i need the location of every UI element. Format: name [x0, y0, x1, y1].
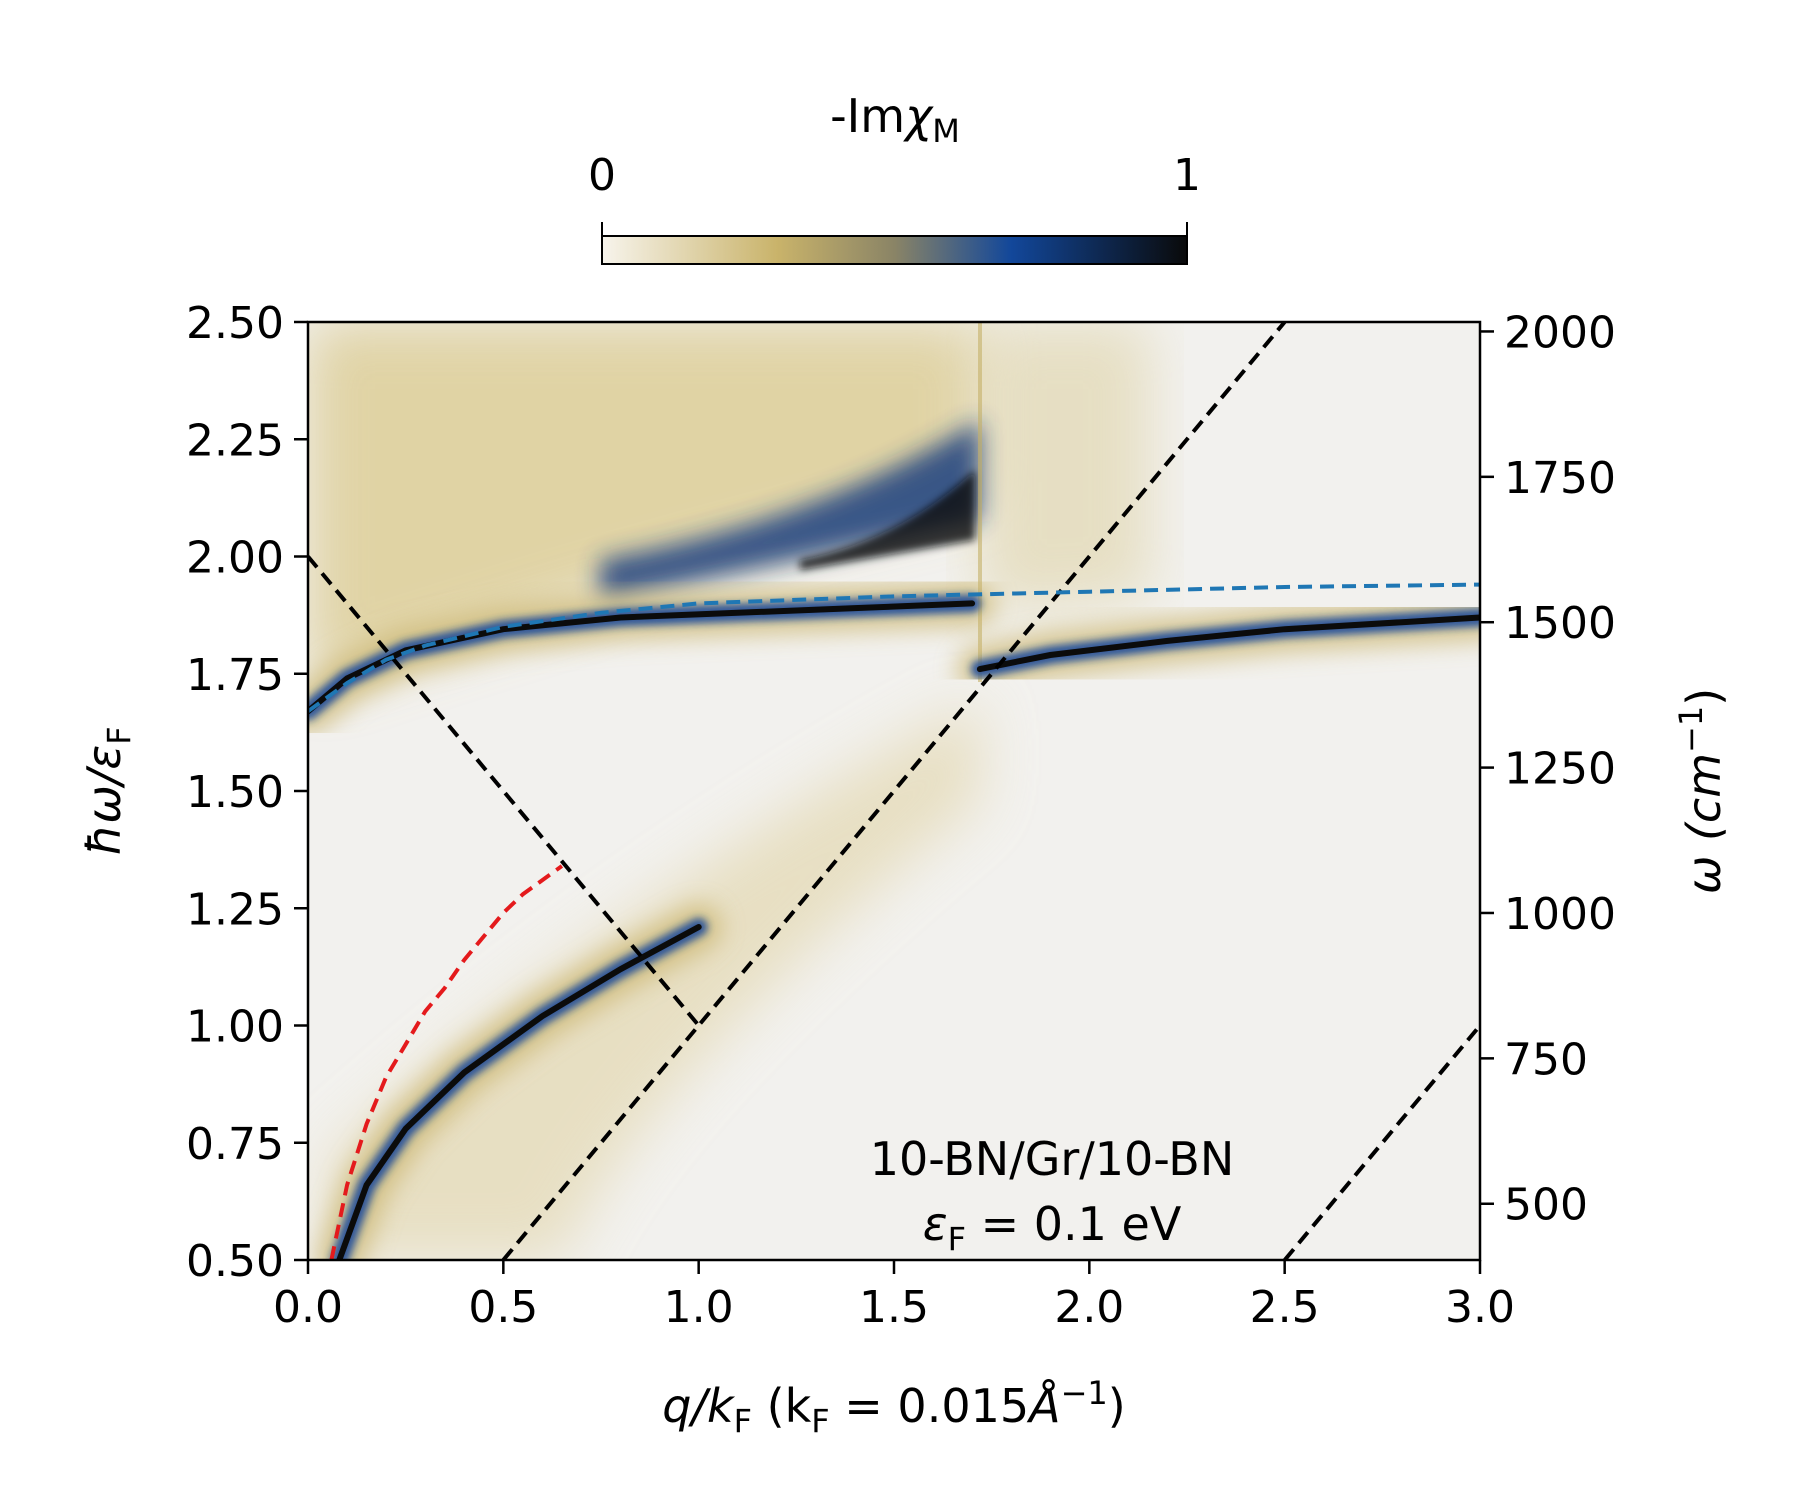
y-axis-right-label: ω (cm−1)	[1672, 688, 1731, 894]
y-right-tick-label: 1500	[1504, 598, 1616, 649]
y-left-tick-label: 2.00	[186, 533, 284, 584]
x-tick-label: 0.5	[468, 1282, 538, 1333]
colorbar-title: -ImχM	[830, 89, 960, 150]
x-tick-label: 2.0	[1054, 1282, 1124, 1333]
colorbar-max-label: 1	[1173, 150, 1201, 201]
lower-plasmon-branch-core	[336, 924, 702, 1260]
heatmap	[308, 322, 1480, 1260]
plot-dynamic	[308, 322, 1480, 1260]
heatmap-glow-upper-mid	[980, 322, 1150, 610]
y-left-tick-label: 2.25	[186, 415, 284, 466]
phonon-polariton-fit-line	[308, 582, 1480, 713]
upper-branch-right-core	[976, 614, 1480, 673]
heatmap-cut-edge	[978, 322, 982, 682]
y-left-tick-label: 0.75	[186, 1119, 284, 1170]
y-right-tick-label: 500	[1504, 1180, 1588, 1231]
x-tick-label: 0.0	[273, 1282, 343, 1333]
colorbar-min-label: 0	[588, 150, 616, 201]
y-axis-left-label: ħω/εF	[77, 726, 138, 855]
y-left-tick-label: 2.50	[186, 298, 284, 349]
x-tick-label: 2.5	[1250, 1282, 1320, 1333]
y-left-tick-label: 1.50	[186, 767, 284, 818]
y-right-tick-label: 1750	[1504, 453, 1616, 504]
heatmap-glow-lower-wedge	[330, 700, 980, 1260]
y-right-tick-label: 750	[1504, 1034, 1588, 1085]
heatmap-upper-dark-band	[600, 420, 980, 600]
annotation-structure: 10-BN/Gr/10-BN	[870, 1132, 1234, 1186]
y-left-tick-label: 1.25	[186, 884, 284, 935]
colorbar: -ImχM 0 1	[588, 89, 1201, 265]
heatmap-upper-darkest	[800, 470, 975, 570]
x-axis-label: q/kF (kF = 0.015Å−1)	[662, 1374, 1125, 1440]
upper-branch-core	[308, 600, 976, 715]
plasmon-estimate-line	[329, 864, 564, 1260]
colorbar-gradient	[601, 235, 1188, 265]
second-edge-line	[1283, 1024, 1480, 1260]
x-tick-label: 3.0	[1445, 1282, 1515, 1333]
annotation: 10-BN/Gr/10-BN εF = 0.1 eV	[870, 1132, 1234, 1258]
y-right-tick-label: 1250	[1504, 744, 1616, 795]
y-left-tick-label: 1.75	[186, 650, 284, 701]
y-left-tick-label: 0.50	[186, 1236, 284, 1287]
axis-ticks: 0.0 0.5 1.0 1.5 2.0 2.5 3.0 0.50 0.75 1.00 1.25 1.5…	[186, 298, 1616, 1333]
x-tick-label: 1.5	[859, 1282, 929, 1333]
annotation-fermi-energy: εF = 0.1 eV	[923, 1197, 1182, 1258]
y-left-tick-label: 1.00	[186, 1002, 284, 1053]
x-tick-label: 1.0	[664, 1282, 734, 1333]
interband-edge-line	[308, 555, 701, 1027]
y-right-tick-label: 2000	[1504, 307, 1616, 358]
intraband-edge-line	[501, 322, 1287, 1260]
y-right-tick-label: 1000	[1504, 889, 1616, 940]
heatmap-glow-upper-left	[308, 322, 980, 690]
